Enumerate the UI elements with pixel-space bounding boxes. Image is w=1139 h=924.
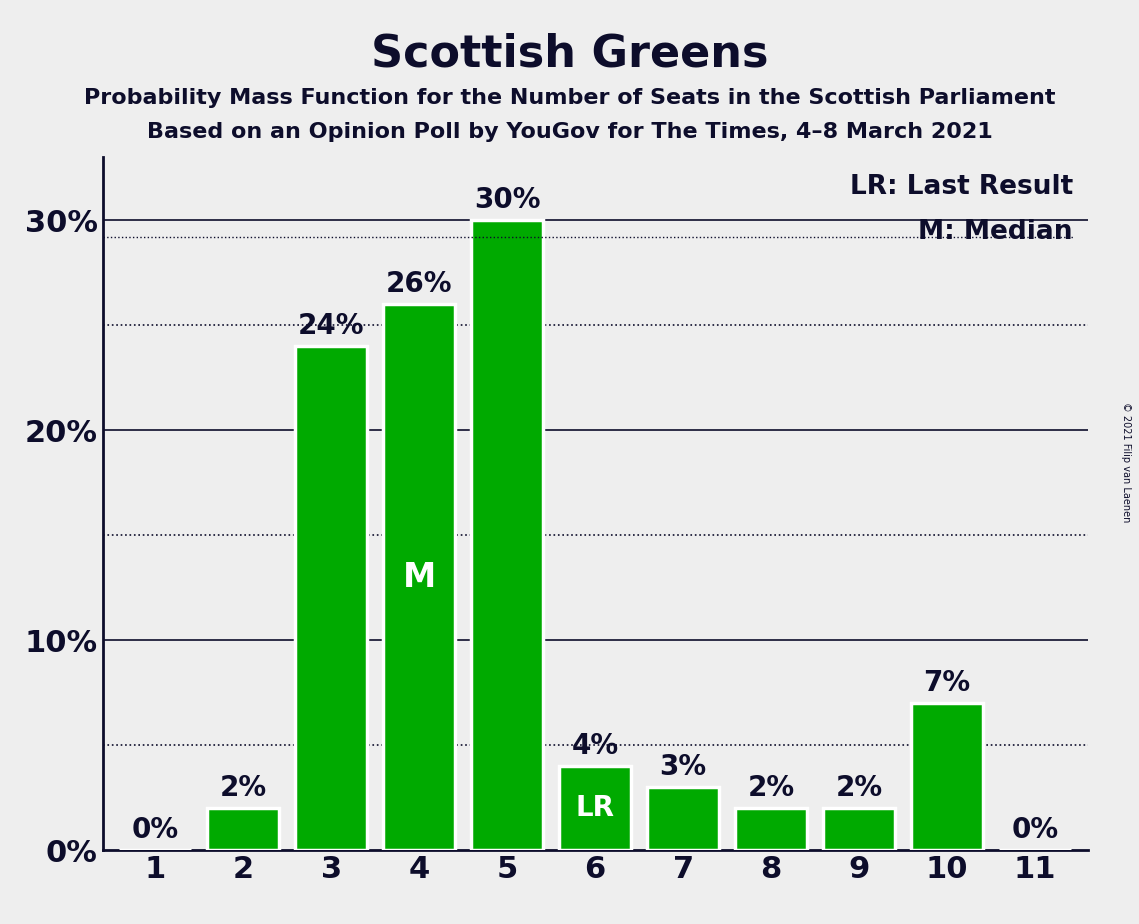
Text: 3%: 3% xyxy=(659,753,706,781)
Text: © 2021 Filip van Laenen: © 2021 Filip van Laenen xyxy=(1121,402,1131,522)
Text: 30%: 30% xyxy=(474,186,540,213)
Bar xyxy=(383,304,456,850)
Bar xyxy=(295,346,367,850)
Text: Based on an Opinion Poll by YouGov for The Times, 4–8 March 2021: Based on an Opinion Poll by YouGov for T… xyxy=(147,122,992,142)
Text: M: Median: M: Median xyxy=(918,220,1073,246)
Bar xyxy=(559,766,631,850)
Text: Probability Mass Function for the Number of Seats in the Scottish Parliament: Probability Mass Function for the Number… xyxy=(84,88,1055,108)
Text: M: M xyxy=(402,561,436,593)
Text: 0%: 0% xyxy=(132,816,179,844)
Text: 26%: 26% xyxy=(386,270,452,298)
Text: 4%: 4% xyxy=(572,732,618,760)
Text: 2%: 2% xyxy=(220,773,267,802)
Bar xyxy=(911,703,983,850)
Text: LR: Last Result: LR: Last Result xyxy=(850,175,1073,201)
Text: 0%: 0% xyxy=(1011,816,1058,844)
Bar xyxy=(735,808,808,850)
Text: Scottish Greens: Scottish Greens xyxy=(371,32,768,76)
Text: LR: LR xyxy=(575,794,615,822)
Text: 24%: 24% xyxy=(298,311,364,340)
Text: 2%: 2% xyxy=(836,773,883,802)
Bar xyxy=(647,787,719,850)
Text: 2%: 2% xyxy=(747,773,795,802)
Bar xyxy=(472,220,543,850)
Bar xyxy=(823,808,895,850)
Text: 7%: 7% xyxy=(924,669,970,697)
Bar xyxy=(207,808,279,850)
